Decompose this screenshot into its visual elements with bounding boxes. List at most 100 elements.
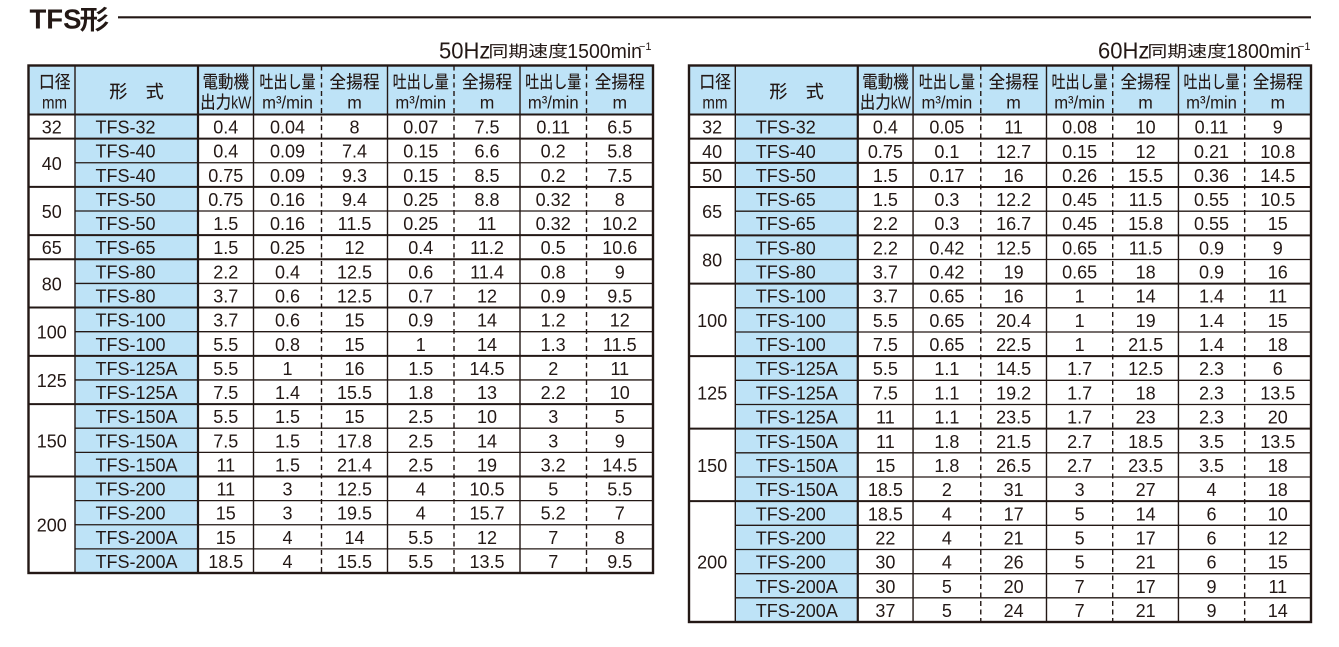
svg-text:0.26: 0.26 [1062, 166, 1097, 186]
svg-text:kW: kW [891, 94, 911, 113]
svg-text:2: 2 [548, 359, 558, 379]
svg-text:14.5: 14.5 [996, 359, 1031, 379]
svg-text:0.36: 0.36 [1194, 166, 1229, 186]
svg-text:m³/min: m³/min [1186, 93, 1237, 112]
svg-text:TFS: TFS [30, 4, 82, 35]
svg-text:15.8: 15.8 [1128, 214, 1163, 234]
svg-text:13.5: 13.5 [1260, 432, 1295, 452]
svg-text:15: 15 [344, 311, 364, 331]
svg-text:1500min: 1500min [567, 41, 642, 64]
svg-text:5.5: 5.5 [607, 480, 632, 500]
svg-text:0.45: 0.45 [1062, 190, 1097, 210]
svg-text:80: 80 [702, 251, 722, 271]
svg-text:11: 11 [478, 214, 497, 234]
svg-text:TFS-100: TFS-100 [96, 311, 166, 331]
svg-text:60Hz: 60Hz [1098, 37, 1149, 64]
svg-text:5.5: 5.5 [213, 407, 238, 427]
svg-text:2.2: 2.2 [541, 383, 566, 403]
svg-text:4: 4 [282, 528, 292, 548]
svg-text:0.65: 0.65 [1062, 263, 1097, 283]
svg-text:6: 6 [1206, 528, 1216, 548]
svg-text:0.16: 0.16 [270, 190, 305, 210]
svg-text:1.5: 1.5 [275, 455, 300, 475]
svg-text:10.6: 10.6 [602, 238, 637, 258]
svg-text:9.5: 9.5 [607, 287, 632, 307]
svg-text:1: 1 [1075, 335, 1085, 355]
svg-text:0.5: 0.5 [541, 238, 566, 258]
svg-text:6: 6 [1206, 504, 1216, 524]
svg-text:TFS-80: TFS-80 [96, 262, 156, 282]
svg-text:TFS-200A: TFS-200A [96, 552, 178, 572]
svg-text:7.5: 7.5 [474, 118, 499, 138]
svg-text:0.25: 0.25 [270, 238, 305, 258]
svg-text:10.5: 10.5 [469, 480, 504, 500]
svg-text:0.55: 0.55 [1194, 190, 1229, 210]
svg-text:0.4: 0.4 [275, 262, 300, 282]
svg-text:15.5: 15.5 [337, 552, 372, 572]
svg-text:18: 18 [1136, 383, 1156, 403]
svg-text:0.8: 0.8 [275, 335, 300, 355]
svg-text:0.11: 0.11 [1195, 118, 1229, 138]
svg-text:16: 16 [1004, 166, 1024, 186]
svg-text:TFS-32: TFS-32 [756, 118, 816, 138]
svg-text:18.5: 18.5 [868, 504, 903, 524]
svg-text:0.3: 0.3 [934, 214, 959, 234]
svg-text:50Hz: 50Hz [439, 37, 490, 64]
svg-text:0.45: 0.45 [1062, 214, 1097, 234]
svg-text:TFS-125A: TFS-125A [756, 359, 838, 379]
svg-text:3.7: 3.7 [873, 263, 898, 283]
svg-text:0.4: 0.4 [213, 118, 238, 138]
svg-text:TFS-150A: TFS-150A [96, 455, 178, 475]
svg-text:23.5: 23.5 [996, 408, 1031, 428]
svg-text:23: 23 [1136, 408, 1156, 428]
svg-text:TFS-32: TFS-32 [96, 118, 156, 138]
svg-text:TFS-80: TFS-80 [96, 287, 156, 307]
svg-text:7: 7 [1075, 601, 1085, 621]
svg-text:15: 15 [1268, 311, 1288, 331]
svg-text:TFS-50: TFS-50 [96, 214, 156, 234]
svg-text:15: 15 [216, 528, 236, 548]
svg-text:12: 12 [610, 311, 630, 331]
svg-text:0.2: 0.2 [541, 166, 566, 186]
svg-text:19.2: 19.2 [996, 383, 1031, 403]
svg-text:13.5: 13.5 [469, 552, 504, 572]
svg-text:18: 18 [1136, 263, 1156, 283]
svg-text:12: 12 [1268, 528, 1288, 548]
svg-text:TFS-40: TFS-40 [96, 142, 156, 162]
svg-text:26: 26 [1004, 553, 1024, 573]
svg-text:5: 5 [1075, 553, 1085, 573]
svg-text:1800min: 1800min [1226, 41, 1301, 64]
svg-text:9.5: 9.5 [607, 552, 632, 572]
svg-text:3: 3 [282, 504, 292, 524]
svg-text:8: 8 [615, 190, 625, 210]
svg-text:m: m [1138, 93, 1153, 113]
svg-text:80: 80 [42, 274, 62, 294]
svg-text:0.17: 0.17 [929, 166, 964, 186]
svg-text:TFS-80: TFS-80 [756, 263, 816, 283]
svg-text:2.3: 2.3 [1199, 359, 1224, 379]
svg-text:15: 15 [344, 335, 364, 355]
svg-text:TFS-50: TFS-50 [756, 166, 816, 186]
svg-text:2.5: 2.5 [408, 431, 433, 451]
svg-text:7.5: 7.5 [873, 335, 898, 355]
svg-text:22.5: 22.5 [996, 335, 1031, 355]
svg-text:0.04: 0.04 [270, 118, 305, 138]
svg-text:14: 14 [344, 528, 364, 548]
svg-text:TFS-200: TFS-200 [756, 504, 826, 524]
svg-text:23.5: 23.5 [1128, 456, 1163, 476]
svg-text:1.7: 1.7 [1067, 359, 1092, 379]
svg-text:5: 5 [615, 407, 625, 427]
svg-text:TFS-40: TFS-40 [756, 142, 816, 162]
svg-text:6.5: 6.5 [607, 118, 632, 138]
svg-text:9: 9 [615, 431, 625, 451]
svg-text:0.75: 0.75 [208, 166, 243, 186]
svg-text:m³/min: m³/min [395, 93, 446, 112]
svg-text:TFS-200: TFS-200 [756, 553, 826, 573]
svg-text:0.7: 0.7 [408, 287, 433, 307]
svg-text:5: 5 [942, 577, 952, 597]
svg-text:21.5: 21.5 [1128, 335, 1163, 355]
svg-text:4: 4 [416, 480, 426, 500]
svg-text:14.5: 14.5 [1260, 166, 1295, 186]
svg-text:11: 11 [216, 480, 235, 500]
svg-text:12: 12 [344, 238, 364, 258]
